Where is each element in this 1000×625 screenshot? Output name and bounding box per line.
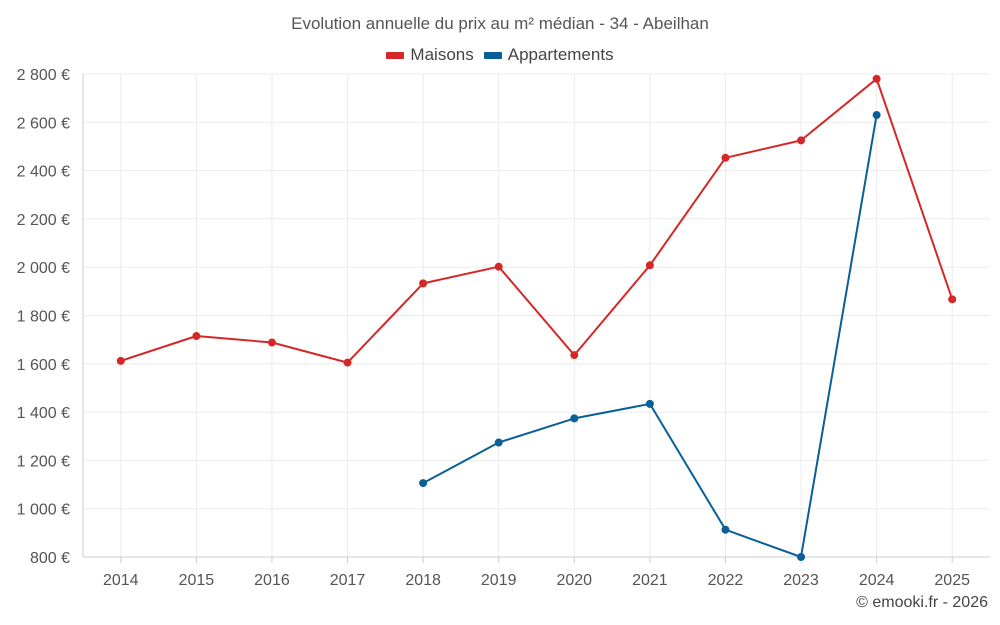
data-point-appartements[interactable] [721,525,730,534]
x-tick-label: 2023 [783,572,819,589]
legend-label-appartements: Appartements [507,45,614,64]
y-tick-label: 1 200 € [17,453,70,470]
y-tick-label: 2 800 € [17,67,70,84]
legend-label-maisons: Maisons [410,45,474,64]
data-point-maisons[interactable] [419,279,428,288]
data-point-maisons[interactable] [872,74,881,83]
legend-swatch-maisons [386,51,405,59]
data-point-appartements[interactable] [797,553,806,561]
y-tick-label: 1 000 € [17,502,70,519]
data-point-appartements[interactable] [494,438,503,447]
data-point-maisons[interactable] [797,136,806,145]
axes: 800 € 1 000 € 1 200 € 1 400 € 1 600 € 1 800 €… [17,67,990,589]
legend-item-maisons[interactable]: Maisons [386,45,474,65]
x-tick-label: 2017 [330,572,366,589]
y-tick-label: 1 600 € [17,357,70,374]
legend-item-appartements[interactable]: Appartements [483,45,614,65]
data-point-appartements[interactable] [570,414,579,423]
x-tick-label: 2020 [556,572,592,589]
data-point-maisons[interactable] [645,261,654,270]
x-tick-label: 2018 [405,572,441,589]
data-point-maisons[interactable] [494,262,503,271]
legend-swatch-appartements [483,51,502,59]
data-point-maisons[interactable] [721,153,730,162]
y-tick-label: 2 200 € [17,212,70,229]
x-tick-label: 2022 [708,572,744,589]
x-tick-label: 2025 [934,572,970,589]
grid [83,73,990,558]
legend: Maisons Appartements [0,45,1000,65]
data-point-maisons[interactable] [343,358,352,367]
data-point-appartements[interactable] [645,399,654,408]
x-tick-label: 2015 [179,572,215,589]
data-point-maisons[interactable] [116,356,125,365]
x-tick-label: 2019 [481,572,517,589]
data-point-appartements[interactable] [419,479,428,488]
x-tick-label: 2014 [103,572,139,589]
x-tick-label: 2021 [632,572,668,589]
series-points [116,74,957,561]
y-tick-label: 2 600 € [17,115,70,132]
y-tick-label: 800 € [30,550,70,567]
y-tick-label: 2 000 € [17,260,70,277]
data-point-appartements[interactable] [872,111,881,120]
data-point-maisons[interactable] [948,295,957,304]
data-point-maisons[interactable] [267,338,276,347]
y-tick-label: 2 400 € [17,164,70,181]
credit-text: © emooki.fr - 2026 [856,594,988,611]
x-tick-label: 2016 [254,572,290,589]
y-tick-label: 1 400 € [17,405,70,422]
data-point-maisons[interactable] [570,351,579,360]
chart-title: Evolution annuelle du prix au m² médian … [291,14,709,33]
series-lines [120,77,954,558]
series-line-maisons [120,77,954,364]
data-point-maisons[interactable] [192,332,201,341]
x-tick-label: 2024 [859,572,895,589]
y-tick-label: 1 800 € [17,309,70,326]
